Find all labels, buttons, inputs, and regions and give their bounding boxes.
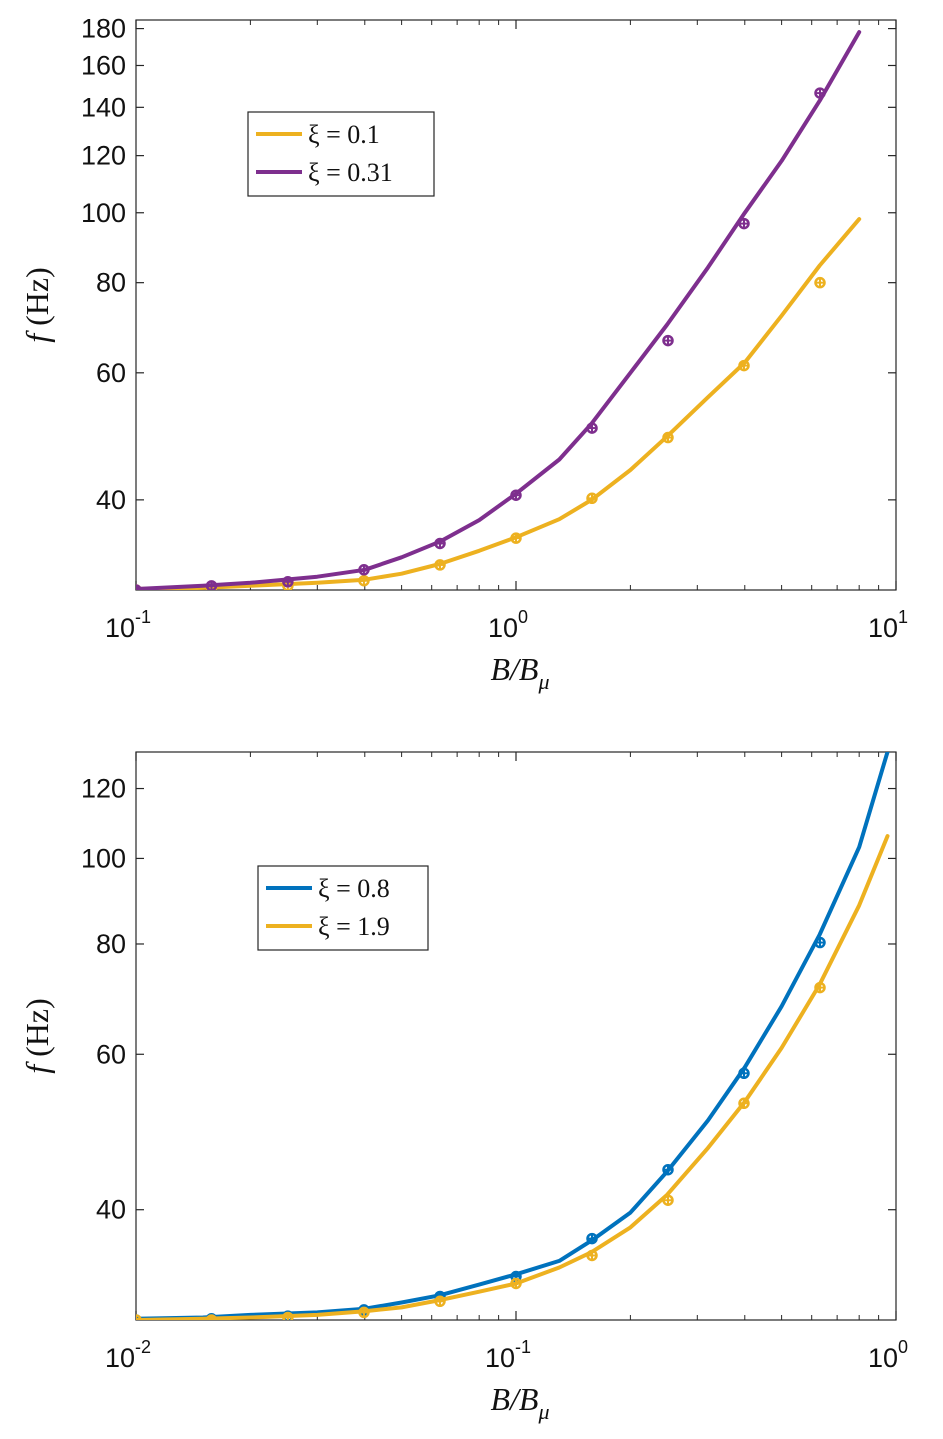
top-xtick-label: 101	[868, 607, 908, 643]
top-y-axis-label: f (Hz)	[19, 267, 55, 343]
top-series-1-marker	[814, 87, 826, 99]
top-series-1-marker	[282, 576, 294, 588]
bottom-series-1-marker	[586, 1249, 598, 1262]
top-ytick-label: 160	[81, 50, 126, 80]
bottom-x-axis-label: B/Bμ	[490, 1381, 549, 1424]
bottom-series-1-marker	[434, 1295, 446, 1308]
bottom-ytick-label: 100	[81, 843, 126, 873]
bottom-series-0-marker	[662, 1163, 674, 1176]
top-legend: ξ = 0.1 ξ = 0.31	[247, 111, 435, 197]
bottom-series-1-marker	[282, 1311, 294, 1320]
top-series-0-marker	[662, 431, 674, 444]
bottom-series-1-marker	[662, 1194, 674, 1206]
top-plot-area	[136, 30, 862, 590]
bottom-series-1-marker	[205, 1314, 218, 1320]
top-legend-label-0: ξ = 0.1	[308, 120, 380, 149]
bottom-legend-label-1: ξ = 1.9	[318, 912, 390, 941]
top-series-1-marker	[205, 580, 218, 590]
top-legend-label-1: ξ = 0.31	[308, 158, 393, 187]
bottom-series-1-marker	[738, 1097, 750, 1110]
top-legend-box	[247, 111, 435, 197]
top-series-0-marker	[586, 492, 598, 505]
top-series-0-marker	[738, 359, 750, 372]
top-ytick-label: 140	[81, 92, 126, 122]
top-series-0-marker	[510, 532, 522, 544]
top-series-1-marker	[136, 584, 142, 590]
top-series-0-marker	[434, 559, 446, 571]
top-x-axis-label: B/Bμ	[490, 651, 549, 694]
top-ytick-label: 80	[96, 268, 126, 298]
bottom-series-0-marker	[814, 936, 826, 949]
bottom-series-0-marker	[586, 1232, 598, 1245]
top-series-1-marker	[510, 489, 522, 501]
bottom-series-1-marker	[510, 1277, 522, 1290]
bottom-ytick-label: 40	[96, 1195, 126, 1225]
bottom-plot-area	[136, 752, 890, 1320]
top-series-1-marker	[434, 537, 446, 550]
bottom-xtick-label: 10-1	[485, 1337, 531, 1373]
top-ytick-label: 180	[81, 14, 126, 44]
top-ytick-label: 120	[81, 141, 126, 171]
top-series-0-marker	[358, 574, 370, 587]
top-series-1-marker	[358, 564, 370, 576]
top-series-0-marker	[814, 276, 826, 289]
bottom-ytick-label: 60	[96, 1039, 126, 1069]
bottom-series-1-marker	[814, 981, 826, 994]
bottom-legend-label-0: ξ = 0.8	[318, 874, 390, 903]
bottom-series-0-marker	[738, 1067, 750, 1080]
top-xtick-label: 100	[488, 607, 528, 643]
bottom-legend-box	[257, 865, 429, 951]
bottom-axes-box	[135, 751, 897, 1321]
top-series-1-marker	[738, 217, 750, 230]
bottom-ytick-label: 80	[96, 929, 126, 959]
bottom-ytick-label: 120	[81, 774, 126, 804]
top-series-1-marker	[662, 334, 674, 347]
top-series-line-0	[136, 217, 862, 590]
top-axes-box	[135, 19, 897, 591]
top-chart-svg: 40 60 80 100 120 140 160 180 10-1 100 101 B/Bμ f (Hz…	[19, 14, 908, 694]
top-series-1-marker	[586, 422, 598, 434]
top-ytick-label: 100	[81, 198, 126, 228]
bottom-xtick-label: 10-2	[105, 1337, 151, 1373]
bottom-series-1-marker	[358, 1306, 370, 1319]
bottom-series-1-marker	[136, 1314, 142, 1320]
bottom-y-axis-label: f (Hz)	[19, 998, 55, 1074]
top-series-line-1	[136, 30, 862, 590]
bottom-series-line-1	[136, 834, 890, 1320]
bottom-series-line-0	[136, 752, 890, 1320]
top-ytick-label: 60	[96, 358, 126, 388]
top-xtick-label: 10-1	[105, 607, 151, 643]
bottom-chart-svg: 40 60 80 100 120 10-2 10-1 100 B/Bμ f (Hz) ξ = 0.8…	[19, 751, 908, 1424]
top-chart: 40 60 80 100 120 140 160 180 10-1 100 101 B/Bμ f (Hz…	[0, 0, 943, 700]
top-ytick-label: 40	[96, 485, 126, 515]
bottom-legend: ξ = 0.8 ξ = 1.9	[257, 865, 429, 951]
bottom-xtick-label: 100	[868, 1337, 908, 1373]
bottom-chart: 40 60 80 100 120 10-2 10-1 100 B/Bμ f (Hz) ξ = 0.8…	[0, 730, 943, 1430]
